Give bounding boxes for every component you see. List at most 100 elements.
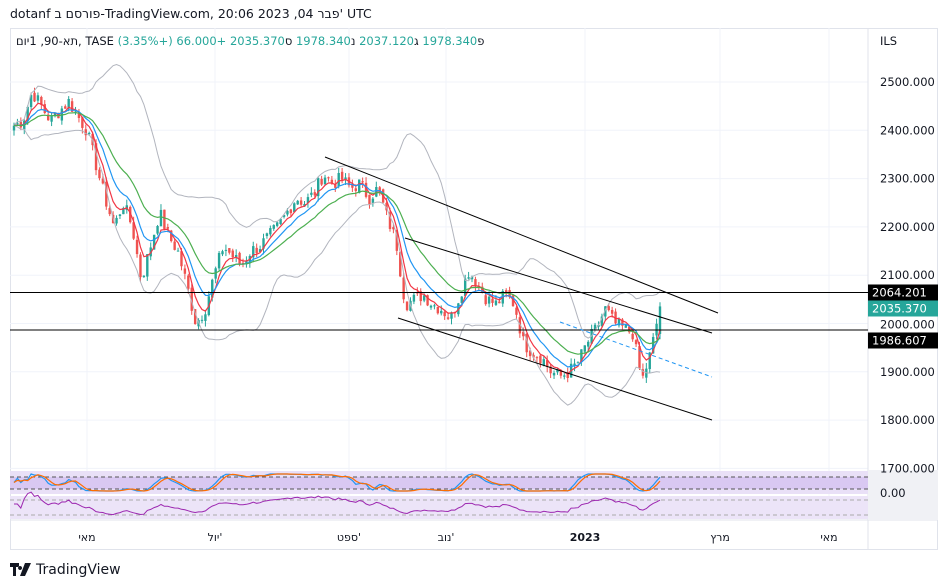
price-tick-label: 2300.000 (880, 172, 935, 186)
time-tick-label: מרץ (710, 531, 730, 544)
candle-body (245, 261, 248, 265)
candle-body (101, 178, 105, 184)
candle-body (108, 208, 111, 215)
candle-body (146, 254, 149, 277)
candle-body (351, 184, 354, 188)
low-value: 1978.340 (295, 34, 351, 48)
candle-body (159, 209, 163, 227)
candle-body (484, 295, 487, 305)
ema-mid-line (13, 108, 661, 368)
candle-body (460, 296, 463, 303)
candle-body (443, 311, 446, 317)
candle-body (265, 233, 269, 237)
candle-body (77, 113, 81, 118)
candle-body (74, 111, 77, 113)
candle-body (563, 375, 566, 377)
price-tick-label: 2200.000 (880, 220, 935, 234)
candle-body (238, 252, 241, 265)
candle-body (19, 121, 23, 128)
indicator-axis-bg (868, 470, 938, 520)
candle-body (658, 306, 662, 334)
candle-body (105, 181, 108, 207)
candle-body (33, 92, 36, 102)
change-value: +66.000 (+3.35%) (117, 34, 227, 48)
candle-body (272, 225, 275, 229)
candle-body (354, 188, 357, 191)
candle-body (26, 106, 29, 122)
price-label-bg (868, 332, 938, 349)
candle-body (303, 203, 306, 207)
candle-body (463, 278, 467, 296)
candle-body (481, 286, 484, 293)
candle-body (289, 209, 293, 214)
candle-body (392, 227, 395, 230)
candle-body (166, 227, 170, 229)
candle-body (419, 291, 422, 302)
candle-body (559, 370, 563, 376)
candle-body (40, 96, 43, 105)
candle-body (604, 306, 607, 317)
candle-body (450, 312, 453, 319)
candle-body (388, 212, 392, 229)
candle-body (323, 177, 327, 185)
symbol-label[interactable]: תא-90, 1יום, TASE (16, 34, 114, 48)
candle-body (70, 101, 74, 112)
candle-body (375, 186, 378, 197)
time-tick-label: 2023 (570, 531, 601, 544)
candle-body (580, 349, 583, 362)
price-label-last: 2035.370 (872, 301, 927, 315)
candle-body (43, 104, 46, 113)
candle-body (176, 250, 180, 252)
stoch-band (10, 477, 868, 489)
candle-body (498, 301, 501, 304)
candle-body (180, 251, 183, 267)
candle-body (334, 184, 337, 188)
candle-body (364, 182, 368, 197)
candle-body (317, 178, 320, 197)
candle-body (252, 246, 255, 258)
candle-body (262, 238, 265, 249)
candle-body (614, 311, 617, 324)
currency-label: ILS (880, 34, 898, 48)
candle-body (610, 310, 614, 314)
candle-body (84, 129, 87, 136)
candle-body (231, 250, 234, 258)
candle-body (258, 249, 262, 253)
stoch-axis-label: 0.00 (880, 486, 906, 500)
candle-body (217, 252, 221, 269)
candle-body (221, 251, 224, 255)
candle-body (593, 324, 597, 330)
candle-body (628, 326, 631, 333)
candle-body (296, 200, 299, 205)
candle-body (378, 187, 381, 192)
published-header: dotanf פורסם ב-TradingView.com, 20:06 20… (10, 6, 372, 21)
candle-body (358, 179, 361, 193)
bollinger-lower-line (13, 125, 661, 406)
candle-body (641, 369, 645, 376)
candle-body (340, 171, 344, 180)
rsi-line (14, 491, 661, 516)
candle-body (621, 319, 624, 326)
candle-body (528, 350, 532, 357)
candle-body (163, 209, 166, 229)
price-tick-label: 1800.000 (880, 413, 935, 427)
candle-body (156, 226, 159, 234)
candle-body (542, 359, 545, 366)
candle-body (422, 295, 426, 301)
candle-body (81, 117, 84, 128)
candle-body (402, 277, 405, 300)
candle-body (539, 355, 542, 364)
candle-body (129, 206, 132, 223)
candle-body (152, 234, 156, 250)
candle-body (204, 314, 207, 321)
tradingview-logo[interactable]: TradingView (10, 562, 121, 578)
candle-body (573, 363, 576, 366)
candle-body (535, 357, 539, 359)
candle-body (440, 310, 443, 314)
ema-slow-line (13, 112, 661, 355)
candle-body (132, 222, 135, 239)
candle-body (426, 295, 429, 306)
candle-body (67, 98, 70, 109)
high-value: 2037.120 (359, 34, 414, 48)
